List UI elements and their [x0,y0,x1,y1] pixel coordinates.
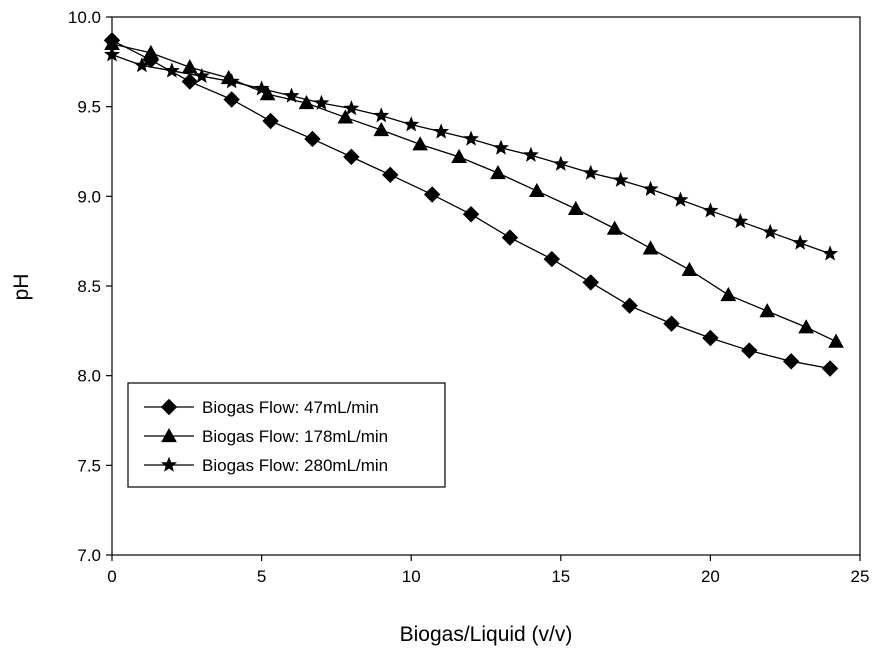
data-point-diamond [304,130,321,148]
data-point-star [253,80,270,96]
data-point-star [463,130,480,146]
data-point-diamond [343,148,360,166]
legend-label: Biogas Flow: 280mL/min [202,456,388,475]
x-tick-label: 10 [402,567,421,586]
data-point-triangle [529,182,545,198]
data-point-triangle [337,109,354,124]
data-point-triangle [373,121,390,137]
data-point-diamond [423,186,441,203]
series-2 [104,46,839,261]
data-point-triangle [642,240,659,255]
data-point-diamond [582,274,599,291]
data-point-star [552,155,569,171]
data-point-star [133,57,150,73]
data-point-triangle [720,286,737,302]
data-point-star [223,73,240,89]
data-point-triangle [298,95,315,110]
data-point-star [403,116,420,132]
legend-marker-diamond [160,398,178,416]
data-point-triangle [412,136,429,151]
x-tick-label: 5 [257,567,266,586]
data-point-triangle [798,319,814,334]
data-point-triangle [759,303,776,318]
y-tick-label: 8.0 [77,367,101,386]
data-point-star [193,67,210,83]
data-point-diamond [543,250,561,268]
series-0 [103,32,839,377]
y-tick-label: 7.5 [77,456,101,475]
data-point-star [672,191,689,207]
data-point-diamond [382,166,399,184]
data-point-triangle [567,200,584,215]
data-point-diamond [782,353,800,370]
data-point-star [373,107,390,123]
x-tick-label: 20 [701,567,720,586]
data-point-star [313,94,330,110]
legend-box [127,382,446,488]
data-point-diamond [262,112,279,130]
data-point-star [343,100,360,116]
data-point-triangle [606,220,623,235]
data-point-triangle [143,44,159,59]
data-point-diamond [462,206,480,223]
data-point-star [104,46,120,62]
x-tick-label: 25 [851,567,870,586]
data-point-diamond [501,229,519,246]
series-line [111,54,831,255]
data-point-star [822,245,839,261]
data-point-diamond [741,342,758,359]
data-point-star [492,139,509,155]
data-point-star [522,146,539,162]
data-point-star [702,202,719,218]
data-point-triangle [490,164,506,180]
x-tick-label: 15 [551,567,570,586]
axes: 0 5 10 15 20 25 7.0 7.5 8.0 8.5 9.0 9.5 10.0 [68,8,870,586]
series-line [111,39,831,370]
legend-item: Biogas Flow: 178mL/min [144,427,388,446]
series-layer [103,32,844,377]
data-point-triangle [451,148,467,163]
legend-item: Biogas Flow: 47mL/min [144,398,379,417]
x-tick-label: 0 [107,567,116,586]
x-axis-title: Biogas/Liquid (v/v) [400,623,573,646]
y-tick-label: 9.0 [77,187,101,206]
data-point-diamond [821,360,839,377]
legend-item: Biogas Flow: 280mL/min [144,456,388,475]
legend-label: Biogas Flow: 47mL/min [202,398,379,417]
data-point-triangle [181,59,198,74]
data-point-diamond [663,315,680,332]
data-point-star [762,223,779,239]
data-point-diamond [621,297,638,314]
data-point-star [582,164,599,180]
legend-marker-star [161,456,177,472]
y-tick-label: 7.0 [77,546,101,565]
data-point-star [732,213,749,229]
data-point-diamond [702,329,719,347]
data-point-diamond [181,73,198,90]
data-point-star [433,123,450,139]
y-tick-label: 9.5 [77,98,101,117]
data-point-star [792,234,809,250]
data-point-triangle [681,261,698,276]
data-point-star [642,180,659,196]
data-point-star [612,171,629,187]
data-point-star [283,87,300,103]
data-point-diamond [223,91,240,108]
y-tick-label: 10.0 [68,8,101,27]
series-1 [104,35,844,348]
data-point-star [163,62,180,78]
legend-marker-triangle [161,427,177,443]
data-point-triangle [828,333,844,348]
y-axis-title: pH [10,274,33,301]
y-tick-label: 8.5 [77,277,101,296]
legend-label: Biogas Flow: 178mL/min [202,427,388,446]
legend: Biogas Flow: 47mL/min Biogas Flow: 178mL/… [127,382,446,488]
